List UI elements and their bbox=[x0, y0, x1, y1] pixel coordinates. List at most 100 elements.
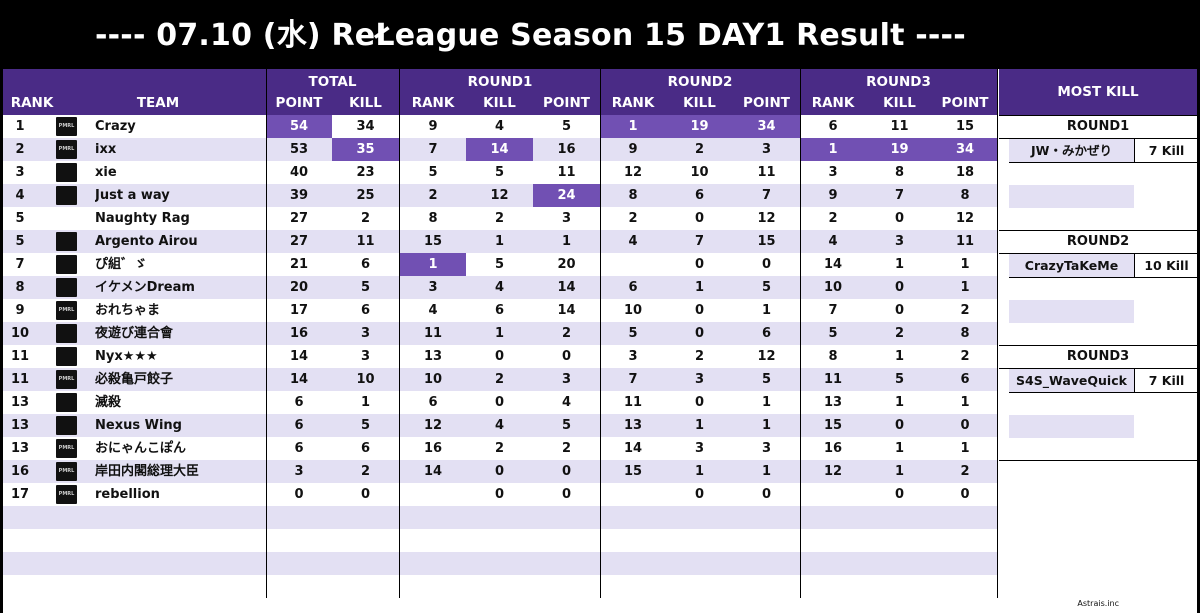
cell-rank: 7 bbox=[15, 257, 25, 272]
cell-r1-kill: 0 bbox=[494, 395, 505, 410]
cell-total-kill: 35 bbox=[356, 142, 375, 157]
cell-r1-point: 2 bbox=[561, 326, 572, 341]
header-sub-point: POINT bbox=[543, 95, 590, 111]
team-logo: PMRL bbox=[56, 301, 77, 320]
cell-r3-rank: 11 bbox=[823, 372, 843, 387]
cell-r3-rank: 4 bbox=[828, 234, 838, 249]
highlight-cell bbox=[400, 253, 466, 276]
cell-r3-point: 1 bbox=[960, 395, 970, 410]
divider bbox=[999, 345, 1197, 346]
cell-r1-kill: 1 bbox=[494, 234, 505, 249]
cell-r2-point: 1 bbox=[761, 303, 772, 318]
row-stripe bbox=[3, 276, 997, 299]
cell-r2-rank: 15 bbox=[623, 464, 643, 479]
cell-total-point: 21 bbox=[289, 257, 309, 272]
cell-r1-rank: 15 bbox=[423, 234, 443, 249]
highlight-cell bbox=[666, 115, 733, 138]
cell-r2-point: 1 bbox=[761, 464, 772, 479]
column-divider bbox=[600, 69, 601, 598]
header-sub-rank: RANK bbox=[411, 95, 455, 111]
cell-r1-kill: 5 bbox=[494, 165, 505, 180]
highlight-cell bbox=[266, 115, 332, 138]
cell-r3-kill: 1 bbox=[894, 395, 905, 410]
cell-r2-kill: 6 bbox=[694, 188, 705, 203]
divider bbox=[999, 230, 1197, 231]
team-logo bbox=[56, 324, 77, 343]
team-name: Just a way bbox=[95, 188, 170, 203]
highlight-cell bbox=[733, 115, 800, 138]
team-name: Crazy bbox=[95, 119, 136, 134]
table-header bbox=[3, 69, 997, 115]
cell-r3-point: 12 bbox=[955, 211, 975, 226]
cell-r3-point: 1 bbox=[960, 280, 970, 295]
cell-r2-rank: 9 bbox=[628, 142, 638, 157]
cell-r3-kill: 8 bbox=[894, 165, 905, 180]
cell-rank: 10 bbox=[10, 326, 30, 341]
team-name: 必殺亀戸餃子 bbox=[95, 372, 174, 387]
cell-r2-point: 0 bbox=[761, 257, 772, 272]
cell-total-point: 20 bbox=[289, 280, 309, 295]
row-stripe bbox=[3, 506, 997, 529]
cell-r3-point: 34 bbox=[955, 142, 975, 157]
cell-r2-point: 11 bbox=[757, 165, 776, 180]
cell-r3-rank: 8 bbox=[828, 349, 838, 364]
cell-r1-point: 5 bbox=[561, 418, 572, 433]
cell-r1-rank: 9 bbox=[428, 119, 438, 134]
cell-r2-kill: 0 bbox=[694, 326, 705, 341]
cell-r2-point: 1 bbox=[761, 418, 772, 433]
cell-total-point: 27 bbox=[289, 211, 309, 226]
cell-r1-kill: 2 bbox=[494, 372, 505, 387]
most-kill-empty bbox=[1009, 185, 1134, 208]
cell-r1-rank: 13 bbox=[423, 349, 443, 364]
most-kill-player: JW・みかぜり bbox=[1009, 139, 1134, 162]
cell-rank: 16 bbox=[10, 464, 30, 479]
cell-total-kill: 2 bbox=[360, 211, 371, 226]
header-sub-kill: KILL bbox=[349, 95, 382, 111]
team-logo: PMRL bbox=[56, 140, 77, 159]
header-round2: ROUND2 bbox=[667, 74, 733, 90]
cell-total-kill: 34 bbox=[356, 119, 375, 134]
cell-r1-rank: 7 bbox=[428, 142, 438, 157]
cell-rank: 11 bbox=[10, 349, 30, 364]
cell-r2-kill: 10 bbox=[690, 165, 709, 180]
cell-r3-point: 8 bbox=[960, 326, 970, 341]
row-stripe bbox=[3, 184, 997, 207]
cell-r2-kill: 0 bbox=[694, 395, 705, 410]
cell-r2-rank: 13 bbox=[623, 418, 643, 433]
header-round3: ROUND3 bbox=[866, 74, 931, 90]
cell-r2-point: 12 bbox=[757, 211, 776, 226]
row-stripe bbox=[3, 368, 997, 391]
most-kill-player: CrazyTaKeMe bbox=[1009, 254, 1134, 277]
cell-total-kill: 0 bbox=[360, 487, 371, 502]
highlight-cell bbox=[866, 138, 933, 161]
team-name: おれちゃま bbox=[95, 303, 161, 318]
most-kill-count: 7 Kill bbox=[1134, 139, 1198, 162]
cell-r2-rank: 11 bbox=[623, 395, 643, 410]
team-name: ぴ組゛ゞ bbox=[95, 257, 148, 272]
cell-r3-kill: 5 bbox=[894, 372, 905, 387]
header-sub-kill: KILL bbox=[883, 95, 916, 111]
cell-r1-rank: 16 bbox=[423, 441, 443, 456]
cell-r3-kill: 1 bbox=[894, 349, 905, 364]
highlight-cell bbox=[800, 138, 866, 161]
cell-r3-kill: 19 bbox=[890, 142, 909, 157]
cell-r1-point: 0 bbox=[561, 487, 572, 502]
cell-r2-point: 6 bbox=[761, 326, 772, 341]
cell-rank: 3 bbox=[15, 165, 25, 180]
cell-r1-kill: 12 bbox=[490, 188, 509, 203]
team-logo bbox=[56, 278, 77, 297]
cell-total-kill: 5 bbox=[360, 280, 371, 295]
cell-r1-kill: 0 bbox=[494, 464, 505, 479]
team-name: おにゃんこぽん bbox=[95, 441, 187, 456]
cell-rank: 13 bbox=[10, 395, 30, 410]
cell-r2-kill: 2 bbox=[694, 349, 705, 364]
highlight-cell bbox=[933, 138, 997, 161]
team-name: ixx bbox=[95, 142, 117, 157]
most-kill-count: 7 Kill bbox=[1134, 369, 1198, 392]
cell-r1-kill: 2 bbox=[494, 211, 505, 226]
row-stripe bbox=[3, 322, 997, 345]
most-kill-player: S4S_WaveQuick bbox=[1009, 369, 1134, 392]
team-logo bbox=[56, 186, 77, 205]
most-kill-round: ROUND1 bbox=[1066, 119, 1130, 134]
cell-r3-point: 0 bbox=[960, 487, 970, 502]
